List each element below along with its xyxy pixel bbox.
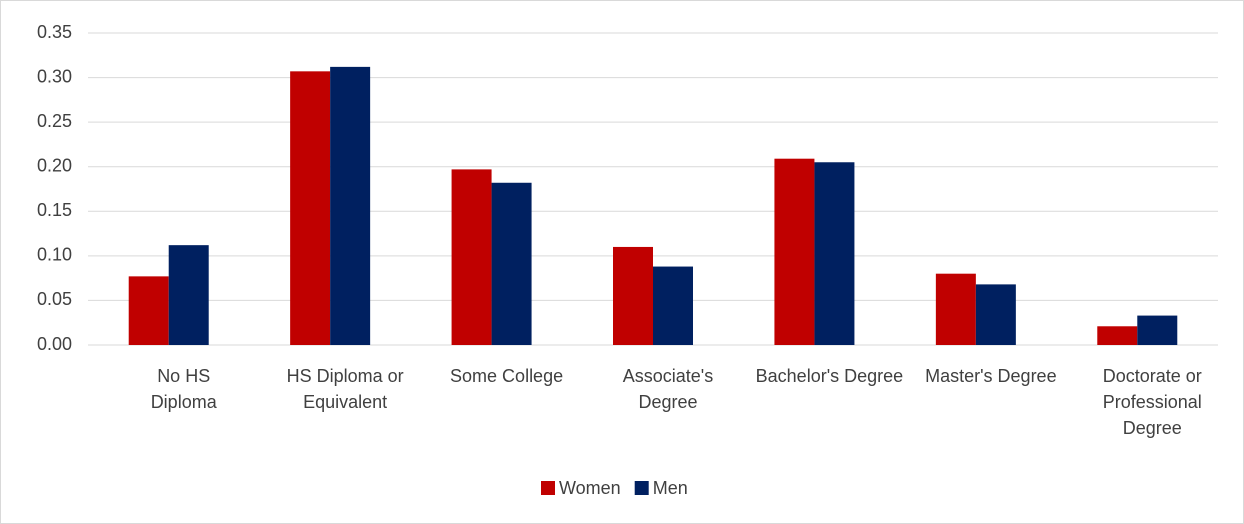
y-tick-label: 0.00 bbox=[37, 334, 72, 354]
legend-swatch bbox=[541, 481, 555, 495]
bar bbox=[330, 66, 371, 346]
bar bbox=[491, 182, 532, 345]
y-tick-label: 0.30 bbox=[37, 66, 72, 86]
x-tick-label: HS Diploma or Equivalent bbox=[286, 366, 404, 412]
x-tick-label: Doctorate or Professional Degree bbox=[1102, 366, 1202, 438]
bar bbox=[168, 245, 209, 345]
bar bbox=[1097, 326, 1138, 345]
bar bbox=[653, 266, 693, 345]
x-tick-label: No HS Diploma bbox=[150, 366, 217, 412]
bar bbox=[975, 284, 1016, 345]
legend-swatch bbox=[634, 481, 649, 495]
y-tick-label: 0.20 bbox=[37, 155, 72, 175]
bar bbox=[1137, 315, 1178, 345]
y-tick-label: 0.15 bbox=[37, 200, 72, 220]
x-tick-label: Master's Degree bbox=[925, 366, 1057, 386]
x-tick-label: Bachelor's Degree bbox=[755, 366, 904, 386]
y-tick-label: 0.05 bbox=[37, 289, 72, 309]
x-tick-label: Some College bbox=[450, 366, 564, 386]
bar bbox=[935, 273, 976, 345]
legend-label: Women bbox=[559, 478, 621, 498]
y-tick-label: 0.10 bbox=[37, 245, 72, 265]
y-tick-label: 0.35 bbox=[37, 22, 72, 42]
x-tick-label: Associate's Degree bbox=[622, 366, 714, 412]
bar bbox=[774, 158, 815, 345]
legend-label: Men bbox=[653, 478, 688, 498]
bar bbox=[613, 246, 653, 345]
bar bbox=[128, 276, 169, 345]
bar bbox=[814, 162, 855, 345]
y-tick-label: 0.25 bbox=[37, 111, 72, 131]
bar bbox=[290, 71, 331, 346]
bar bbox=[451, 169, 492, 345]
